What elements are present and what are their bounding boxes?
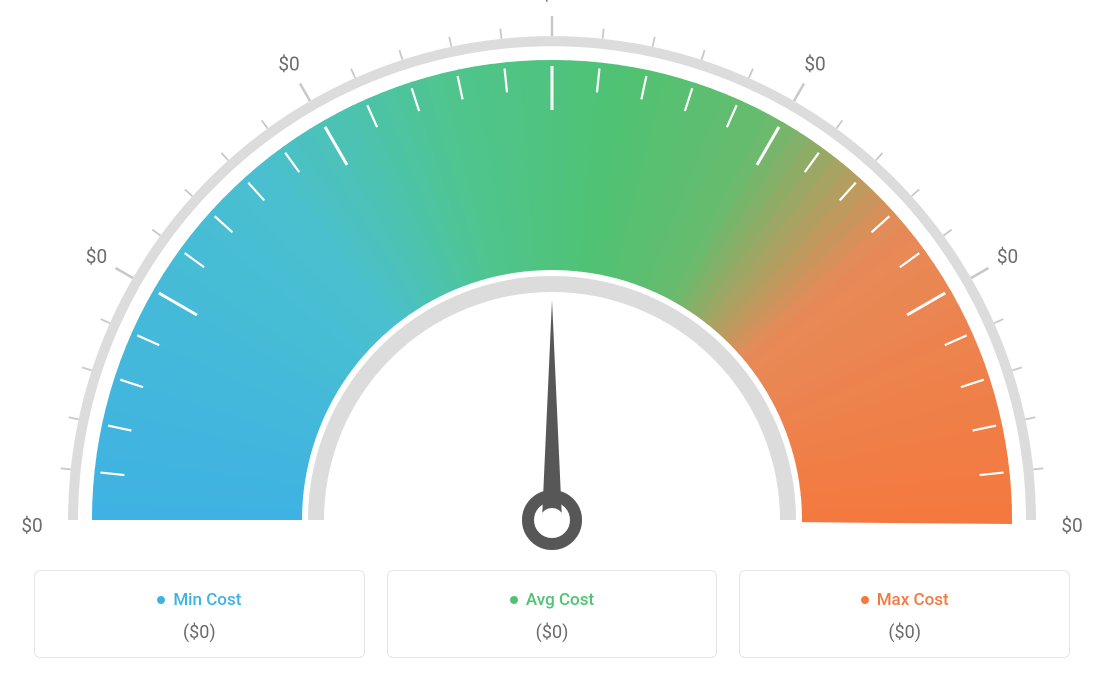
tick-outer [971, 268, 988, 278]
tick-label: $0 [86, 245, 107, 268]
tick-label: $0 [278, 52, 299, 75]
tick-label: $0 [21, 514, 42, 537]
tick-label: $0 [541, 0, 562, 5]
tick-outer [603, 29, 604, 39]
legend-label: Avg Cost [526, 590, 594, 610]
legend-value: ($0) [45, 622, 354, 643]
tick-outer [1012, 367, 1022, 370]
legend-card: Avg Cost ($0) [387, 570, 718, 658]
legend-title: Min Cost [157, 590, 241, 610]
legend-value: ($0) [750, 622, 1059, 643]
tick-outer [702, 50, 705, 60]
legend-card: Max Cost ($0) [739, 570, 1070, 658]
legend-title: Max Cost [861, 590, 949, 610]
legend-title: Avg Cost [510, 590, 594, 610]
tick-outer [221, 153, 228, 160]
tick-label: $0 [1061, 514, 1082, 537]
legend-dot-icon [861, 596, 869, 604]
tick-outer [876, 153, 883, 160]
legend-dot-icon [510, 596, 518, 604]
legend-row: Min Cost ($0) Avg Cost ($0) Max Cost ($0) [0, 570, 1104, 658]
tick-outer [1025, 417, 1035, 419]
tick-outer [912, 189, 919, 196]
tick-outer [653, 37, 655, 47]
tick-outer [449, 37, 451, 47]
tick-outer [152, 230, 160, 236]
tick-outer [794, 84, 804, 101]
tick-outer [944, 230, 952, 236]
tick-outer [1033, 468, 1043, 469]
legend-card: Min Cost ($0) [34, 570, 365, 658]
tick-outer [351, 69, 355, 78]
tick-label: $0 [997, 245, 1018, 268]
tick-label: $0 [804, 52, 825, 75]
tick-outer [82, 367, 92, 370]
tick-outer [69, 417, 79, 419]
tick-outer [116, 268, 133, 278]
tick-outer [749, 69, 753, 78]
legend-dot-icon [157, 596, 165, 604]
gauge-container: $0 $0 $0 $0 $0 $0 $0 [0, 0, 1104, 560]
legend-label: Min Cost [173, 590, 241, 610]
tick-outer [300, 84, 310, 101]
tick-outer [836, 120, 842, 128]
legend-label: Max Cost [877, 590, 949, 610]
tick-outer [399, 50, 402, 60]
tick-outer [994, 319, 1003, 323]
tick-outer [500, 29, 501, 39]
gauge-chart: $0 $0 $0 $0 $0 $0 $0 [0, 0, 1104, 560]
tick-outer [262, 120, 268, 128]
tick-outer [61, 468, 71, 469]
needle [542, 300, 562, 520]
tick-outer [101, 319, 110, 323]
tick-outer [185, 189, 192, 196]
legend-value: ($0) [398, 622, 707, 643]
needle-hub-hole [540, 508, 564, 532]
